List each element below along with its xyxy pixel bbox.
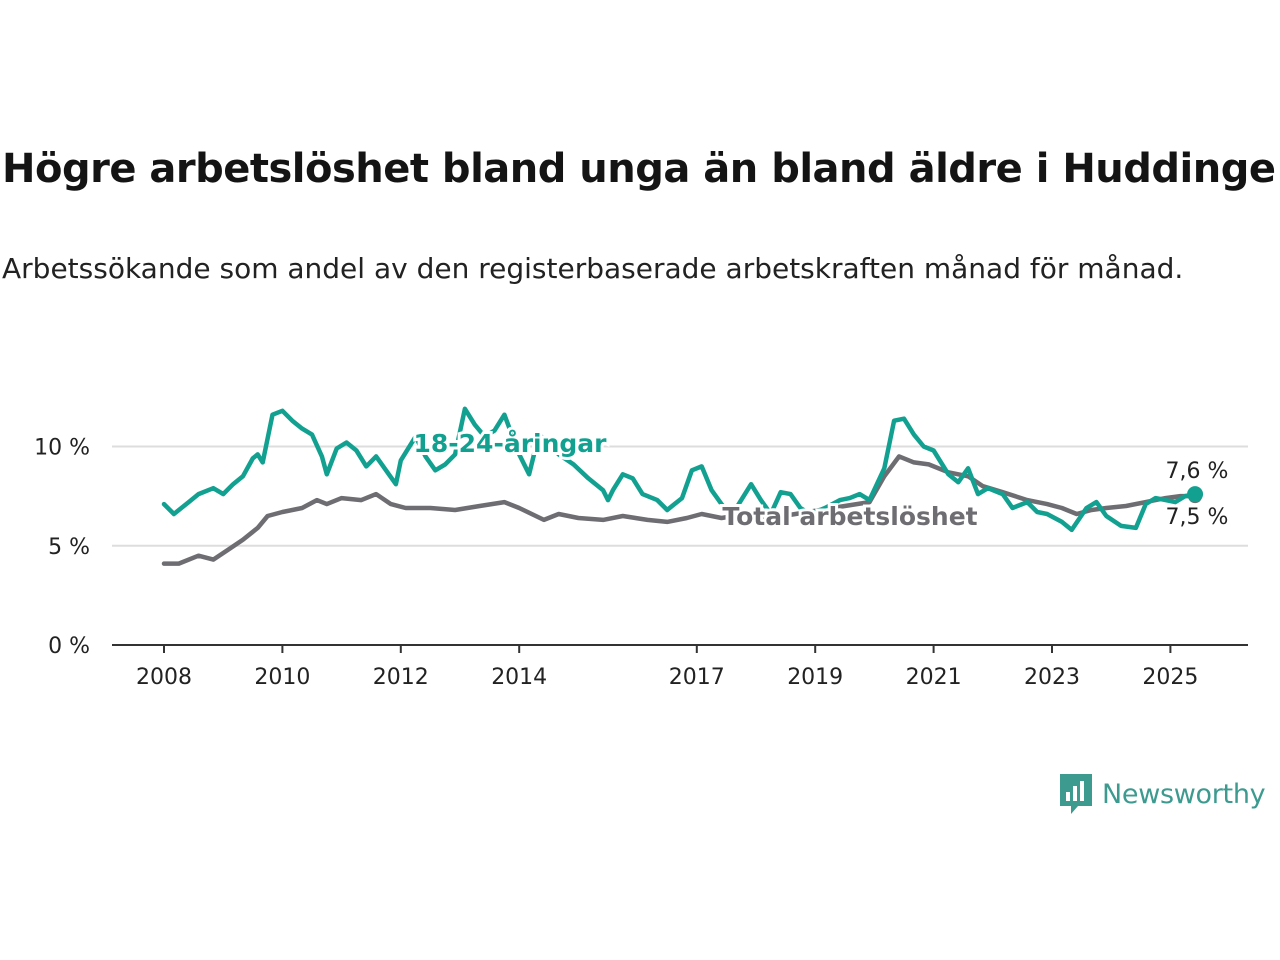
- series-labels: 18-24-åringar Total arbetslöshet 7,6 % 7,5 …: [411, 426, 1231, 534]
- total-end-label: 7,5 %: [1166, 505, 1229, 530]
- series-lines: [161, 406, 1198, 566]
- brand-name: Newsworthy: [1102, 778, 1266, 810]
- y-axis-ticks: 0 % 5 % 10 %: [34, 436, 90, 660]
- line-chart: 0 %5 %10 % 2008 2010 2012 2014 2017 2019 2021 2…: [34, 406, 1248, 690]
- series-label-youth: 18-24-åringar: [414, 429, 608, 458]
- y-tick-label: 0 %: [48, 634, 90, 659]
- y-tick-label: 10 %: [34, 436, 90, 461]
- youth-end-marker: [1187, 486, 1204, 503]
- x-tick-label: 2019: [787, 665, 843, 690]
- x-tick-label: 2023: [1024, 665, 1080, 690]
- x-tick-label: 2010: [254, 665, 310, 690]
- chart-title: Högre arbetslöshet bland unga än bland ä…: [2, 146, 1276, 192]
- x-tick-label: 2012: [373, 665, 429, 690]
- series-label-total: Total arbetslöshet: [722, 502, 977, 531]
- x-tick-label: 2014: [491, 665, 547, 690]
- x-tick-label: 2021: [906, 665, 962, 690]
- gridlines: [112, 445, 1248, 547]
- total-series-line: [161, 454, 1198, 566]
- y-tick-label: 5 %: [48, 535, 90, 560]
- youth-series-line: [161, 406, 1198, 533]
- newsworthy-logo[interactable]: Newsworthy: [1058, 772, 1266, 816]
- youth-end-label: 7,6 %: [1166, 459, 1229, 484]
- x-tick-label: 2025: [1142, 665, 1198, 690]
- bar-chart-icon: [1060, 774, 1092, 814]
- x-tick-label: 2017: [669, 665, 725, 690]
- x-tick-label: 2008: [136, 665, 192, 690]
- x-axis: 2008 2010 2012 2014 2017 2019 2021 2023 2025: [112, 644, 1248, 690]
- chart-subtitle: Arbetssökande som andel av den registerb…: [2, 252, 1184, 285]
